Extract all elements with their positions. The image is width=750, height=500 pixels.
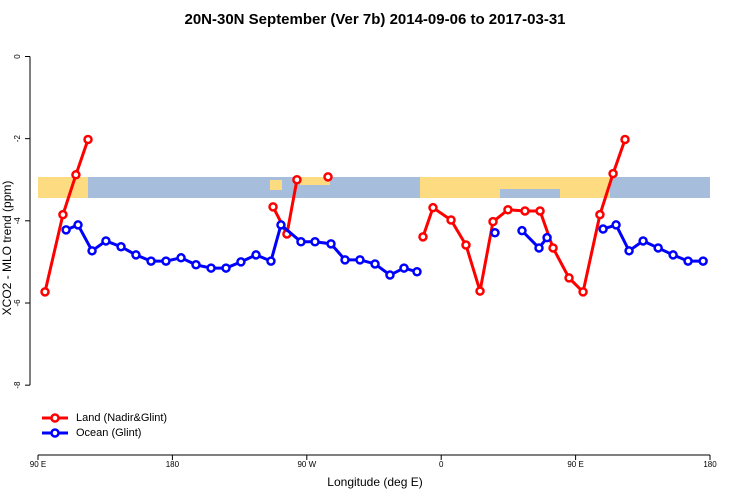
point bbox=[101, 236, 111, 246]
point bbox=[326, 239, 336, 249]
point bbox=[116, 241, 126, 252]
point bbox=[385, 270, 395, 280]
chart-title: 20N-30N September (Ver 7b) 2014-09-06 to… bbox=[184, 11, 565, 28]
point bbox=[292, 174, 302, 185]
point bbox=[535, 206, 545, 216]
point bbox=[236, 257, 246, 267]
point bbox=[461, 240, 471, 250]
point bbox=[564, 273, 574, 283]
y-tick-label: -4 bbox=[13, 217, 22, 225]
x-tick-label: 180 bbox=[166, 460, 180, 469]
legend-label: Land (Nadir&Glint) bbox=[76, 412, 167, 424]
point bbox=[520, 206, 530, 216]
point bbox=[668, 250, 678, 260]
map-strip bbox=[38, 177, 710, 198]
x-tick-label: 90 E bbox=[567, 460, 583, 469]
point bbox=[71, 170, 81, 180]
series-line bbox=[43, 138, 627, 295]
x-axis-label: Longitude (deg E) bbox=[327, 475, 422, 489]
y-axis-label: XCO2 - MLO trend (ppm) bbox=[0, 181, 14, 316]
point bbox=[620, 134, 630, 145]
point bbox=[266, 256, 276, 266]
point bbox=[611, 220, 621, 230]
point bbox=[412, 267, 422, 277]
point bbox=[399, 263, 409, 273]
point bbox=[40, 287, 50, 297]
point bbox=[370, 259, 380, 269]
y-tick-label: -6 bbox=[13, 299, 22, 307]
point bbox=[323, 172, 333, 182]
point bbox=[251, 250, 261, 260]
point bbox=[73, 220, 83, 230]
point bbox=[698, 256, 708, 266]
point bbox=[517, 225, 527, 236]
y-tick-label: 0 bbox=[13, 54, 22, 59]
point bbox=[595, 209, 605, 220]
point bbox=[418, 232, 428, 242]
x-tick-label: 0 bbox=[439, 460, 444, 469]
point bbox=[310, 237, 320, 247]
point bbox=[221, 263, 231, 273]
point bbox=[268, 202, 278, 212]
point bbox=[475, 286, 485, 296]
series-line bbox=[65, 222, 704, 277]
point bbox=[161, 256, 171, 266]
point bbox=[446, 215, 456, 225]
point bbox=[83, 134, 93, 145]
legend-marker bbox=[50, 428, 60, 438]
point bbox=[428, 202, 438, 213]
point bbox=[578, 287, 588, 297]
y-tick-label: -8 bbox=[13, 381, 22, 389]
point bbox=[548, 243, 558, 253]
point bbox=[206, 263, 216, 273]
point bbox=[191, 260, 201, 270]
point bbox=[276, 220, 286, 230]
point bbox=[176, 253, 186, 263]
point bbox=[340, 255, 350, 265]
point bbox=[488, 216, 498, 227]
point bbox=[503, 204, 513, 215]
x-tick-label: 90 W bbox=[297, 460, 316, 469]
point bbox=[683, 256, 693, 266]
point bbox=[87, 246, 97, 256]
point bbox=[598, 224, 608, 234]
point bbox=[58, 209, 68, 220]
legend-marker bbox=[50, 413, 60, 423]
point bbox=[490, 227, 500, 238]
point bbox=[638, 236, 648, 246]
point bbox=[534, 243, 544, 253]
x-tick-label: 90 E bbox=[30, 460, 46, 469]
point bbox=[146, 256, 156, 266]
point bbox=[608, 168, 618, 179]
point bbox=[355, 255, 365, 265]
legend-label: Ocean (Glint) bbox=[76, 427, 141, 439]
x-tick-label: 180 bbox=[703, 460, 717, 469]
point bbox=[61, 225, 71, 235]
point bbox=[624, 246, 634, 256]
point bbox=[542, 232, 552, 243]
point bbox=[131, 250, 141, 260]
y-tick-label: -2 bbox=[13, 135, 22, 143]
point bbox=[653, 243, 663, 253]
point bbox=[296, 237, 306, 247]
